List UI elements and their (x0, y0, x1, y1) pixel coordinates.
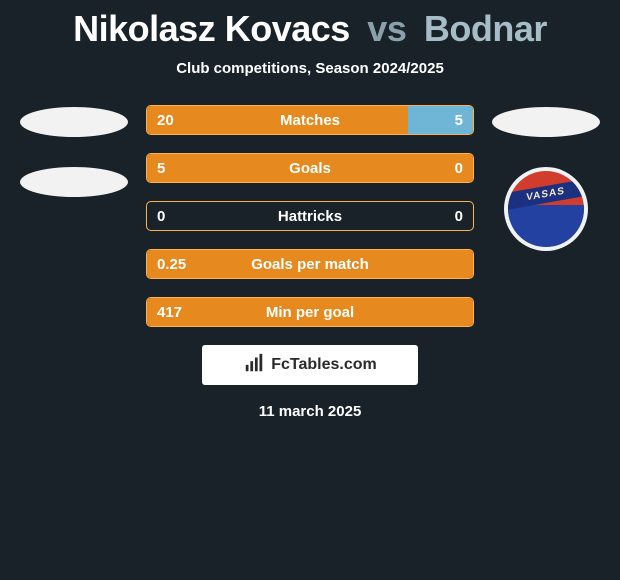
stats-bars: 205Matches 50Goals 00Hattricks 0.25Goals pe… (146, 105, 474, 327)
attribution-badge: FcTables.com (202, 345, 418, 385)
vs-label: vs (367, 8, 406, 49)
attribution-text: FcTables.com (271, 356, 377, 374)
right-side-column: VASAS (492, 105, 600, 251)
bar-chart-icon (243, 352, 265, 379)
stat-bar: 0.25Goals per match (146, 249, 474, 279)
stat-label: Goals (147, 154, 473, 182)
left-side-column (20, 105, 128, 197)
subtitle: Club competitions, Season 2024/2025 (176, 60, 444, 77)
stat-label: Goals per match (147, 250, 473, 278)
player1-club-placeholder (20, 167, 128, 197)
comparison-infographic: Nikolasz Kovacs vs Bodnar Club competiti… (0, 0, 620, 580)
content-row: 205Matches 50Goals 00Hattricks 0.25Goals pe… (20, 105, 600, 327)
stat-bar: 50Goals (146, 153, 474, 183)
stat-bar: 00Hattricks (146, 201, 474, 231)
stat-label: Matches (147, 106, 473, 134)
player1-photo-placeholder (20, 107, 128, 137)
stat-bar: 417Min per goal (146, 297, 474, 327)
player2-name: Bodnar (424, 8, 547, 49)
stat-label: Hattricks (147, 202, 473, 230)
player2-photo-placeholder (492, 107, 600, 137)
date-label: 11 march 2025 (259, 403, 362, 420)
player1-name: Nikolasz Kovacs (73, 8, 350, 49)
stat-bar: 205Matches (146, 105, 474, 135)
stat-label: Min per goal (147, 298, 473, 326)
player2-club-crest: VASAS (504, 167, 588, 251)
page-title: Nikolasz Kovacs vs Bodnar (73, 8, 547, 50)
